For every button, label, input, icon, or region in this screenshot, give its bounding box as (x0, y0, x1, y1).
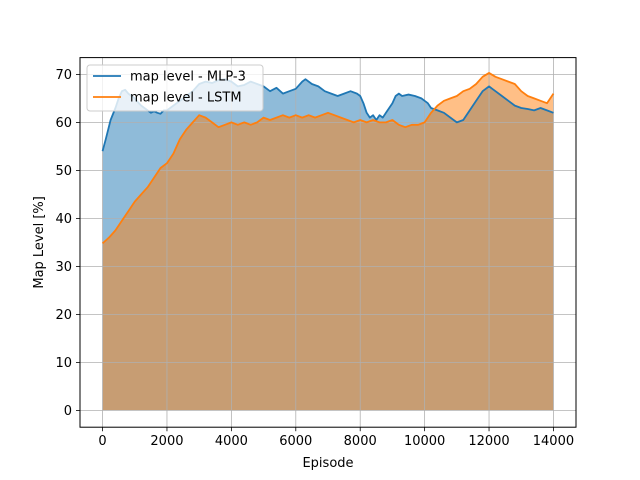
y-tick-label-7: 70 (55, 68, 72, 83)
x-tick-label-3: 6000 (279, 434, 312, 449)
series-fills (102, 72, 554, 411)
y-tick-label-5: 50 (55, 164, 72, 179)
y-tick-label-6: 60 (55, 116, 72, 131)
axes-frame (79, 57, 577, 428)
y-tick-label-2: 20 (55, 308, 72, 323)
x-axis-ticks: 0 2000 4000 6000 8000 10000 12000 14000 (98, 427, 574, 449)
x-tick-label-1: 2000 (150, 434, 183, 449)
x-tick-label-4: 8000 (344, 434, 377, 449)
gridlines (80, 57, 576, 428)
x-tick-label-5: 10000 (404, 434, 445, 449)
legend-box (86, 64, 264, 112)
y-tick-label-0: 0 (64, 404, 72, 419)
legend-label-lstm: map level - LSTM (130, 91, 242, 106)
y-tick-label-4: 40 (55, 212, 72, 227)
y-axis-ticks: 0 10 20 30 40 50 60 70 (55, 68, 80, 419)
series-line-0 (101, 78, 554, 152)
series-lines (101, 72, 555, 245)
y-axis-label: Map Level [%] (32, 196, 47, 289)
y-tick-label-1: 10 (55, 356, 72, 371)
series-line-1 (101, 72, 555, 245)
legend: map level - MLP-3 map level - LSTM (86, 64, 264, 112)
x-axis-label: Episode (302, 456, 353, 471)
x-tick-label-7: 14000 (533, 434, 574, 449)
x-tick-label-2: 4000 (215, 434, 248, 449)
series-fill-1 (102, 72, 554, 411)
y-tick-label-3: 30 (55, 260, 72, 275)
plot-area (79, 57, 577, 428)
legend-label-mlp3: map level - MLP-3 (130, 70, 246, 85)
x-tick-label-6: 12000 (468, 434, 509, 449)
x-tick-label-0: 0 (98, 434, 106, 449)
